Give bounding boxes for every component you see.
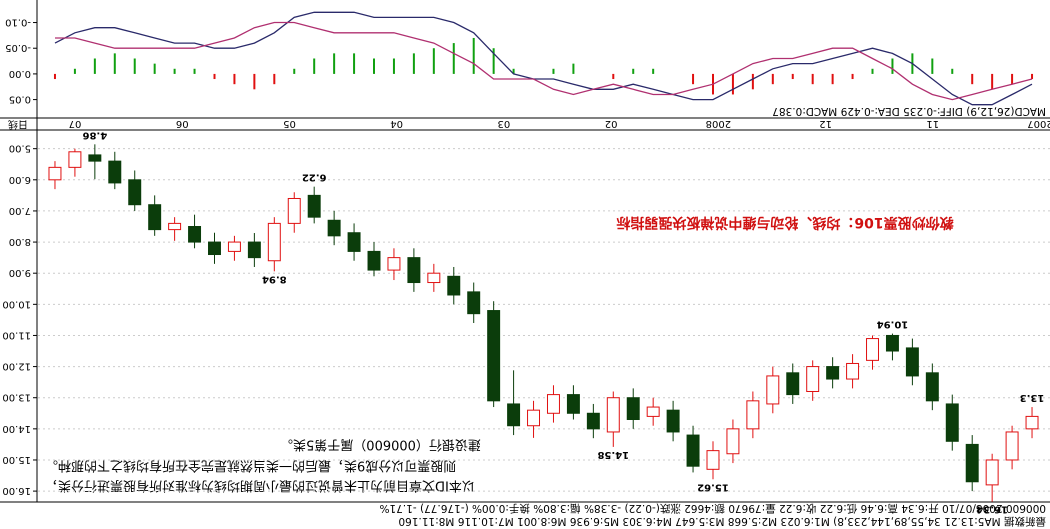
candle-body: [925, 372, 939, 402]
high-label: 16.34: [976, 504, 1008, 515]
candle-body: [287, 197, 301, 224]
y-tick-label: 6.00: [9, 174, 31, 185]
low-label: 13.3: [1020, 392, 1045, 403]
x-tick-label: 04: [390, 118, 403, 129]
candle-body: [666, 409, 680, 433]
candle-body: [905, 347, 919, 377]
candle-body: [766, 375, 780, 405]
candle-body: [786, 372, 800, 396]
x-tick-label: 06: [176, 118, 189, 129]
y-tick-label: 14.00: [2, 423, 31, 434]
candle-body: [566, 394, 580, 414]
x-tick-label: 07: [69, 118, 82, 129]
y-tick-label: 12.00: [2, 361, 31, 372]
candle-body: [168, 222, 182, 231]
note: 则股票可以分成9类，最后的一类当然就是完全在所有均线之下的那种。: [45, 458, 456, 474]
low-label: 10.94: [877, 319, 909, 330]
note: 建设银行（000600）属于第5类。: [280, 437, 481, 452]
info-line: 000600 2008/07/10 开:6.34 高:6.46 低:6.22 收…: [379, 502, 1046, 515]
candle-body: [227, 241, 241, 252]
high-label: 14.58: [597, 449, 629, 460]
candle-body: [208, 241, 221, 256]
candle-body: [68, 151, 82, 168]
y-tick-label: 7.00: [9, 205, 31, 216]
y-tick-label: 0.00: [9, 68, 31, 79]
candle-body: [945, 403, 959, 442]
y-tick-label: 8.00: [9, 236, 31, 247]
candle-body: [846, 362, 860, 380]
candle-body: [148, 204, 162, 231]
candle-body: [746, 400, 760, 430]
x-tick-label: 03: [498, 118, 511, 129]
y-tick-label: 11.00: [2, 329, 31, 340]
y-tick-label: 9.00: [9, 267, 31, 278]
candle-body: [387, 257, 401, 271]
y-tick-label: -0.10: [5, 17, 31, 28]
candle-body: [806, 366, 820, 392]
candle-body: [427, 272, 441, 284]
candle-body: [626, 397, 640, 421]
candle-body: [507, 403, 521, 427]
info-line: 最新数据 MA5:13.21 34,55,89,144,233,8) M1:6.…: [398, 515, 1046, 528]
x-tick-label: 2007: [1027, 118, 1050, 129]
candle-body: [327, 219, 341, 237]
y-tick-label: 10.00: [2, 298, 31, 309]
candle-body: [686, 434, 700, 467]
candle-body: [487, 310, 501, 402]
candle-body: [367, 250, 381, 271]
candle-body: [347, 232, 361, 252]
x-tick-label: 11: [926, 118, 939, 129]
candle-body: [1025, 415, 1039, 430]
candle-body: [885, 334, 899, 352]
x-tick-label: 02: [605, 118, 618, 129]
candle-body: [866, 338, 879, 361]
x-tick-label: 05: [283, 118, 296, 129]
candle-body: [407, 257, 421, 284]
candle-body: [307, 194, 321, 218]
candle-body: [606, 397, 620, 433]
candle-body: [985, 459, 999, 486]
y-tick-label: 15.00: [2, 454, 31, 465]
y-tick-label: 13.00: [2, 392, 31, 403]
macd-line: [54, 11, 1033, 106]
candle-body: [48, 166, 62, 181]
note: 以本ID文章目前为止未曾说过的最小周期均线为标准对所有股票进行分类，: [45, 478, 475, 494]
y-tick-label: 16.00: [2, 485, 31, 496]
candle-body: [88, 154, 102, 162]
candle-body: [108, 160, 122, 184]
candle-body: [267, 222, 281, 262]
candle-body: [1005, 431, 1019, 461]
macd-line: [55, 21, 1033, 101]
y-tick-label: -0.05: [5, 42, 31, 53]
candle-body: [188, 226, 202, 243]
candle-body: [586, 412, 600, 430]
candle-body: [826, 366, 840, 380]
x-tick-label: 2008: [706, 118, 731, 129]
candle-body: [546, 394, 560, 414]
candle-body: [706, 450, 720, 470]
candle-body: [646, 406, 660, 417]
candle-body: [128, 179, 142, 206]
candle-body: [965, 443, 979, 483]
high-label: 15.62: [697, 481, 729, 492]
macd-title: MACD(26,12,9) DIFF:-0.235 DEA:-0.429 MAC…: [772, 105, 1046, 117]
low-label: 4.86: [82, 129, 107, 140]
low-label: 6.22: [302, 172, 327, 183]
x-tick-label: 12: [819, 118, 832, 129]
candle-body: [527, 409, 541, 427]
y-tick-label: 0.05: [9, 94, 31, 105]
candle-body: [726, 428, 740, 455]
candle-body: [247, 241, 261, 259]
high-label: 8.94: [262, 273, 287, 284]
candle-body: [467, 291, 481, 315]
candle-body: [447, 275, 461, 296]
y-tick-label: 5.00: [9, 143, 31, 154]
period-label: 日线: [8, 118, 28, 131]
chart-title: 教你炒股票106：均线、轮动与缠中说禅板块强弱指标: [616, 214, 953, 231]
